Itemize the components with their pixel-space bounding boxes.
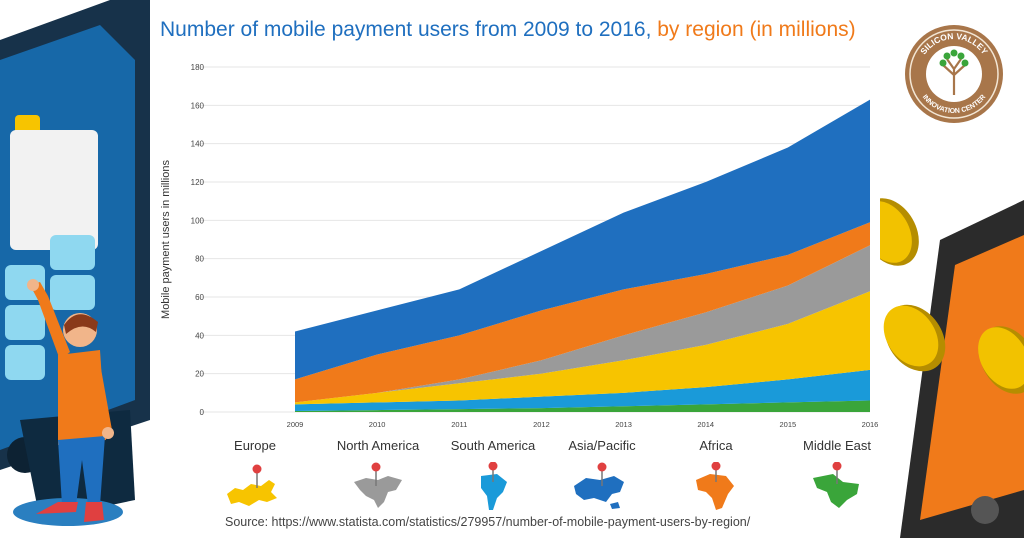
- coins-phone-illustration: [880, 198, 1024, 538]
- x-tick-label: 2016: [862, 420, 879, 429]
- x-tick-label: 2011: [451, 420, 467, 429]
- y-axis-label: Mobile payment users in millions: [160, 160, 172, 319]
- y-tick-label: 40: [195, 331, 204, 340]
- y-tick-label: 80: [195, 255, 204, 264]
- x-tick-label: 2014: [697, 420, 714, 429]
- chart-title-part1: Number of mobile payment users from 2009…: [160, 18, 652, 41]
- area-series-3: [295, 245, 870, 403]
- south-america-map-icon: [481, 462, 507, 510]
- y-tick-label: 100: [191, 216, 205, 225]
- area-series-4: [295, 222, 870, 403]
- area-series-1: [295, 369, 870, 412]
- region-label-europe: Europe: [234, 438, 276, 453]
- north-america-map-icon: [354, 462, 402, 508]
- region-label-asia-pacific: Asia/Pacific: [568, 438, 636, 453]
- source-note: Source: https://www.statista.com/statist…: [225, 515, 751, 529]
- y-tick-label: 180: [191, 63, 205, 72]
- chart-title: Number of mobile payment users from 2009…: [160, 18, 856, 42]
- phone-person-illustration: [0, 0, 150, 526]
- y-tick-label: 60: [195, 293, 204, 302]
- x-tick-label: 2012: [533, 420, 550, 429]
- y-tick-label: 120: [191, 178, 205, 187]
- africa-map-icon: [696, 462, 734, 510]
- middle-east-map-icon: [813, 462, 859, 508]
- area-series-5: [295, 99, 870, 380]
- region-label-north-america: North America: [336, 438, 420, 453]
- region-label-africa: Africa: [699, 438, 733, 453]
- area-series-2: [295, 291, 870, 405]
- europe-map-icon: [227, 464, 277, 506]
- x-tick-label: 2013: [615, 420, 632, 429]
- y-tick-label: 160: [191, 101, 205, 110]
- region-label-middle-east: Middle East: [803, 438, 871, 453]
- x-tick-label: 2015: [780, 420, 797, 429]
- y-tick-label: 140: [191, 140, 205, 149]
- area-series-0: [295, 400, 870, 412]
- y-tick-label: 20: [195, 370, 204, 379]
- chart-title-part2: by region (in millions): [651, 18, 856, 41]
- y-tick-label: 0: [200, 408, 205, 417]
- region-label-south-america: South America: [450, 438, 536, 453]
- svic-logo: SILICON VALLEY INNOVATION CENTER: [905, 25, 1003, 123]
- stacked-area-chart: 0 20 40 60 80 100 120 140 160 180 2009 2010 2011 2012…: [160, 63, 879, 429]
- x-tick-label: 2010: [369, 420, 386, 429]
- x-tick-label: 2009: [287, 420, 304, 429]
- asia-pacific-map-icon: [574, 462, 624, 509]
